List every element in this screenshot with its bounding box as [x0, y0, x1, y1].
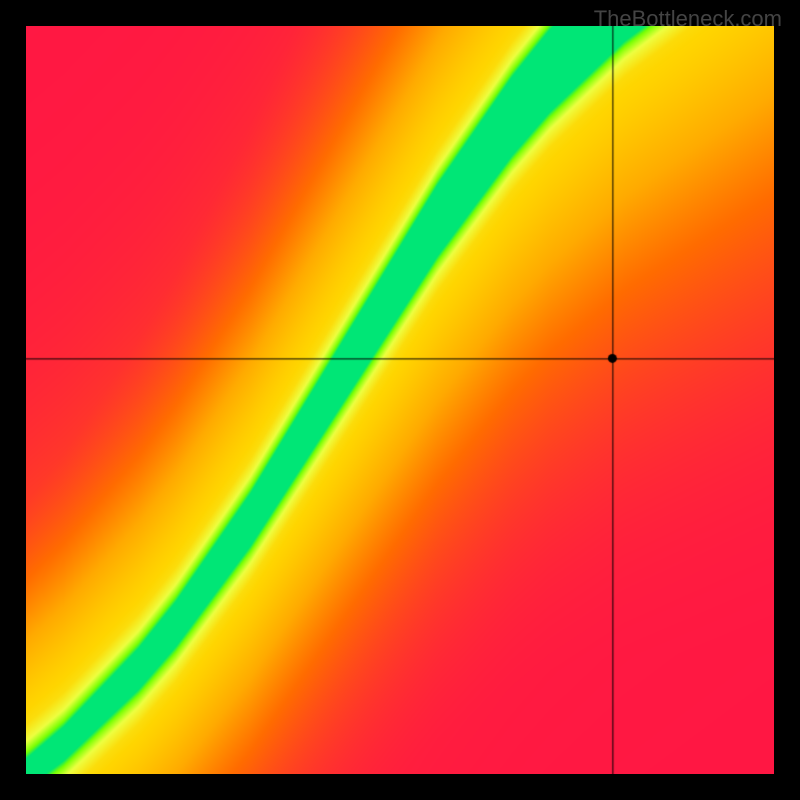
heatmap-canvas [26, 26, 774, 774]
watermark-text: TheBottleneck.com [594, 6, 782, 32]
heatmap-plot [26, 26, 774, 774]
